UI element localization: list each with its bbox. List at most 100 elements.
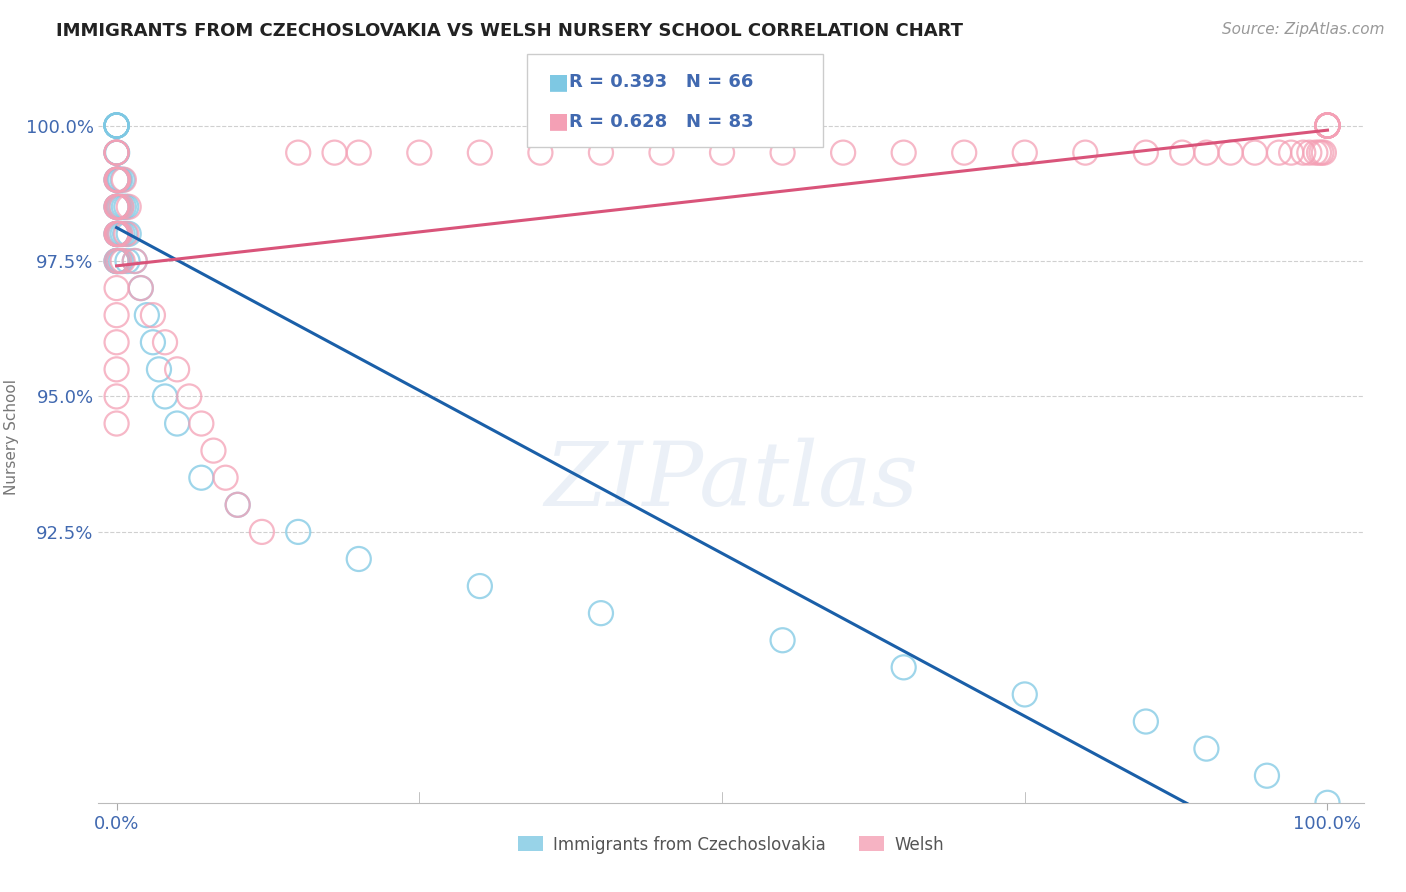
- Point: [124, 254, 146, 268]
- Point: [105, 362, 128, 376]
- Point: [107, 227, 129, 241]
- Point: [110, 254, 132, 268]
- Point: [112, 200, 135, 214]
- Point: [124, 254, 146, 268]
- Point: [105, 145, 128, 160]
- Point: [1292, 145, 1315, 160]
- Point: [105, 119, 128, 133]
- Point: [107, 200, 129, 214]
- Point: [1316, 119, 1339, 133]
- Point: [105, 119, 128, 133]
- Point: [105, 145, 128, 160]
- Point: [1298, 145, 1320, 160]
- Point: [408, 145, 430, 160]
- Point: [105, 227, 128, 241]
- Point: [1316, 119, 1339, 133]
- Point: [129, 281, 152, 295]
- Point: [111, 227, 134, 241]
- Point: [1305, 145, 1327, 160]
- Point: [108, 254, 131, 268]
- Point: [1171, 145, 1194, 160]
- Point: [1074, 145, 1097, 160]
- Point: [105, 172, 128, 186]
- Point: [105, 119, 128, 133]
- Text: R = 0.628   N = 83: R = 0.628 N = 83: [569, 112, 754, 130]
- Point: [1243, 145, 1265, 160]
- Point: [1316, 119, 1339, 133]
- Text: Source: ZipAtlas.com: Source: ZipAtlas.com: [1222, 22, 1385, 37]
- Point: [347, 552, 370, 566]
- Point: [105, 254, 128, 268]
- Point: [107, 172, 129, 186]
- Point: [105, 145, 128, 160]
- Point: [105, 145, 128, 160]
- Point: [105, 119, 128, 133]
- Point: [142, 308, 165, 322]
- Point: [1195, 741, 1218, 756]
- Point: [468, 579, 491, 593]
- Point: [107, 172, 129, 186]
- Point: [111, 254, 134, 268]
- Point: [117, 254, 139, 268]
- Point: [1219, 145, 1241, 160]
- Point: [129, 281, 152, 295]
- Point: [112, 172, 135, 186]
- Point: [105, 145, 128, 160]
- Point: [108, 200, 131, 214]
- Point: [893, 660, 915, 674]
- Point: [107, 227, 129, 241]
- Point: [772, 633, 794, 648]
- Point: [893, 145, 915, 160]
- Point: [832, 145, 855, 160]
- Text: ■: ■: [548, 112, 569, 131]
- Point: [1313, 145, 1336, 160]
- Point: [105, 227, 128, 241]
- Point: [190, 471, 212, 485]
- Point: [107, 172, 129, 186]
- Point: [142, 335, 165, 350]
- Point: [1316, 119, 1339, 133]
- Point: [1135, 714, 1157, 729]
- Point: [1316, 119, 1339, 133]
- Point: [118, 227, 141, 241]
- Point: [105, 389, 128, 403]
- Point: [1316, 119, 1339, 133]
- Point: [1195, 145, 1218, 160]
- Point: [226, 498, 249, 512]
- Point: [105, 254, 128, 268]
- Point: [105, 145, 128, 160]
- Point: [1316, 796, 1339, 810]
- Point: [1014, 145, 1036, 160]
- Y-axis label: Nursery School: Nursery School: [4, 379, 18, 495]
- Point: [110, 227, 132, 241]
- Point: [153, 389, 176, 403]
- Point: [953, 145, 976, 160]
- Point: [108, 200, 131, 214]
- Point: [105, 145, 128, 160]
- Point: [202, 443, 225, 458]
- Point: [1256, 769, 1278, 783]
- Point: [1279, 145, 1302, 160]
- Point: [105, 172, 128, 186]
- Point: [105, 200, 128, 214]
- Point: [153, 335, 176, 350]
- Point: [1316, 119, 1339, 133]
- Point: [1316, 119, 1339, 133]
- Point: [105, 119, 128, 133]
- Point: [105, 254, 128, 268]
- Point: [105, 200, 128, 214]
- Point: [110, 227, 132, 241]
- Point: [711, 145, 734, 160]
- Point: [166, 362, 188, 376]
- Point: [529, 145, 551, 160]
- Point: [105, 200, 128, 214]
- Text: IMMIGRANTS FROM CZECHOSLOVAKIA VS WELSH NURSERY SCHOOL CORRELATION CHART: IMMIGRANTS FROM CZECHOSLOVAKIA VS WELSH …: [56, 22, 963, 40]
- Point: [323, 145, 346, 160]
- Point: [226, 498, 249, 512]
- Point: [148, 362, 170, 376]
- Point: [772, 145, 794, 160]
- Point: [166, 417, 188, 431]
- Point: [105, 172, 128, 186]
- Point: [347, 145, 370, 160]
- Point: [111, 172, 134, 186]
